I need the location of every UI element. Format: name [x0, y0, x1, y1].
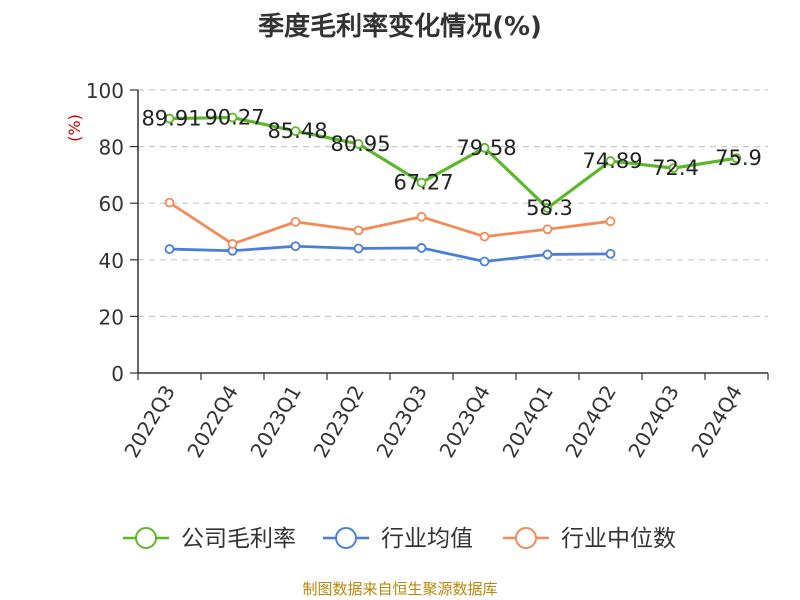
series-line — [169, 244, 611, 263]
y-tick-label: 100 — [86, 79, 124, 103]
y-tick-label: 0 — [111, 362, 124, 386]
data-point — [227, 112, 238, 123]
data-point — [290, 216, 301, 227]
data-point — [164, 244, 175, 254]
data-point — [542, 203, 553, 213]
x-tick-label: 2022Q4 — [182, 381, 242, 462]
data-label: 89.91 — [141, 107, 201, 131]
legend-marker — [135, 527, 157, 549]
x-tick-label: 2024Q2 — [560, 381, 620, 462]
data-point — [668, 163, 679, 174]
data-label: 85.48 — [267, 119, 327, 143]
x-tick-label: 2023Q1 — [245, 381, 305, 462]
gridlines — [138, 89, 768, 317]
y-axis-label: (%) — [65, 114, 84, 142]
data-label: 80.95 — [330, 132, 390, 156]
x-tick-label: 2023Q2 — [308, 381, 368, 462]
data-label: 79.58 — [456, 136, 516, 160]
x-tick-label: 2023Q4 — [434, 381, 494, 462]
x-tick-label: 2023Q3 — [371, 381, 431, 462]
legend-label: 行业中位数 — [561, 526, 676, 552]
data-point — [164, 197, 175, 208]
data-point — [605, 156, 616, 166]
data-point — [479, 231, 490, 242]
source-note: 制图数据来自恒生聚源数据库 — [302, 580, 498, 598]
data-label: 58.3 — [526, 196, 573, 220]
data-point — [416, 211, 427, 222]
legend-marker — [335, 527, 357, 549]
legend-marker — [515, 527, 537, 549]
data-point — [164, 113, 175, 124]
legend-label: 公司毛利率 — [181, 526, 296, 552]
data-point — [290, 241, 301, 252]
data-point — [416, 243, 427, 253]
data-label: 75.9 — [715, 146, 762, 170]
y-tick-label: 60 — [99, 192, 124, 216]
y-tick-label: 20 — [99, 305, 124, 329]
data-point — [479, 256, 490, 267]
data-point — [416, 177, 427, 188]
legend: 公司毛利率 行业均值 行业中位数 — [123, 526, 676, 552]
data-point — [542, 249, 553, 260]
series-line — [168, 201, 611, 246]
data-point — [605, 216, 616, 227]
x-tick-label: 2024Q3 — [623, 381, 683, 462]
data-point — [731, 153, 742, 164]
data-label: 72.4 — [652, 156, 699, 180]
data-point — [227, 239, 238, 249]
x-tick-label: 2024Q1 — [497, 381, 557, 462]
data-label: 67.27 — [393, 171, 453, 195]
y-tick-label: 80 — [99, 136, 124, 160]
y-tick-label: 40 — [99, 249, 124, 273]
chart-title: 季度毛利率变化情况(%) — [258, 12, 542, 42]
series-line — [169, 115, 737, 210]
data-point — [290, 126, 301, 136]
x-tick-label: 2024Q4 — [686, 381, 746, 462]
data-point — [353, 225, 364, 236]
data-point — [605, 248, 616, 259]
legend-label: 行业均值 — [381, 526, 473, 552]
data-point — [353, 139, 364, 149]
data-point — [479, 142, 490, 153]
x-tick-label: 2022Q3 — [119, 381, 179, 462]
data-point — [353, 243, 364, 254]
data-point — [542, 224, 553, 235]
series-lines — [164, 112, 742, 267]
data-label: 90.27 — [204, 106, 264, 130]
data-label: 74.89 — [582, 149, 642, 173]
